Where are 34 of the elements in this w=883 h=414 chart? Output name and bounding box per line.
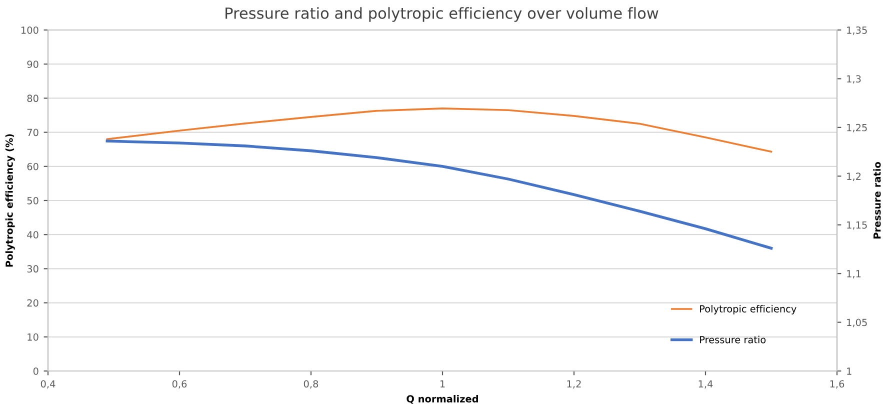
legend-label: Polytropic efficiency [700,304,796,314]
y2-tick-label: 1,1 [847,270,861,278]
y-tick-label: 50 [27,196,38,204]
y2-tick-label: 1,05 [847,318,867,328]
x-tick-label: 0,8 [304,380,318,389]
y-tick-label: 90 [27,60,38,68]
y2-tick-label: 1,15 [847,221,867,230]
y-tick-label: 40 [27,231,38,238]
y2-tick-label: 1,2 [847,172,861,181]
y-tick-label: 10 [28,333,38,341]
legend-label: Pressure ratio [700,336,766,344]
y2-tick-label: 1,35 [847,26,867,35]
y2-tick-label: 1,25 [847,124,867,132]
y-tick-label: 0 [33,367,38,375]
y-tick-label: 80 [27,94,38,102]
y2-axis-title: Pressure ratio [873,162,881,239]
x-tick-label: 0,6 [172,380,187,389]
y-tick-label: 70 [27,128,38,136]
y-tick-label: 30 [27,265,38,273]
line-series [106,140,773,250]
chart-title: Pressure ratio and polytropic efficiency over volume flow [226,7,658,22]
x-tick-label: 1 [440,380,445,388]
x-tick-label: 0,4 [40,380,56,389]
y-tick-label: 20 [27,299,38,307]
y2-tick-label: 1,3 [847,75,861,84]
y-axis-title: Polytropic efficiency (%) [5,134,15,267]
y-tick-label: 100 [21,26,38,34]
x-tick-label: 1,6 [830,380,844,389]
y2-tick-label: 1 [847,368,852,375]
line-series [106,108,772,153]
x-axis-title: Q normalized [406,394,478,404]
x-tick-label: 1,2 [567,380,581,389]
y-tick-label: 60 [27,162,38,170]
x-tick-label: 1,4 [698,380,713,389]
